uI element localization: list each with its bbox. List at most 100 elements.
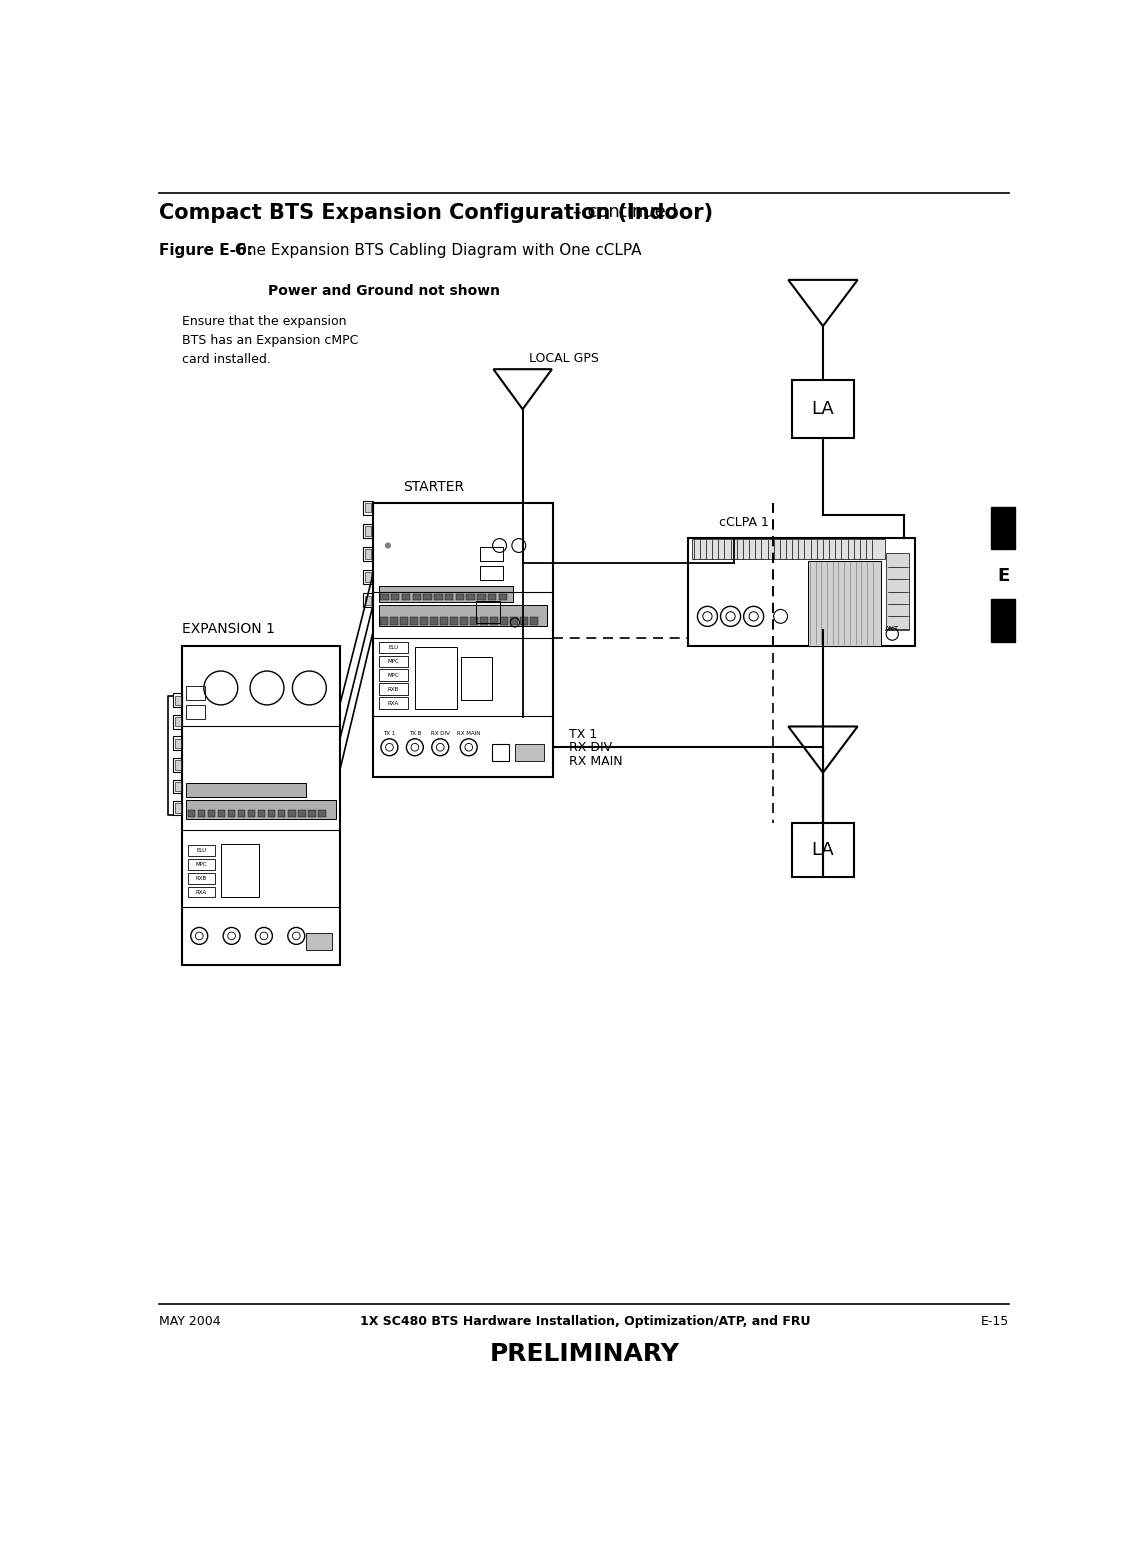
Bar [268, 810, 276, 818]
Text: LOCAL GPS: LOCAL GPS [529, 352, 598, 364]
Bar [511, 617, 518, 625]
Text: Compact BTS Expansion Configuration (Indoor): Compact BTS Expansion Configuration (Ind… [160, 202, 714, 222]
Bar [430, 617, 438, 625]
Text: TX B: TX B [408, 731, 421, 736]
Bar [480, 617, 488, 625]
Bar [207, 810, 215, 818]
Bar [488, 594, 497, 600]
Bar [218, 810, 226, 818]
Bar [410, 617, 418, 625]
Bar [173, 693, 182, 707]
Bar [401, 594, 410, 600]
Text: RX MAIN: RX MAIN [457, 731, 480, 736]
Text: cCLPA 1: cCLPA 1 [719, 515, 768, 529]
Bar [174, 782, 181, 792]
Text: LA: LA [812, 400, 834, 418]
Bar [373, 503, 553, 776]
Bar [298, 810, 306, 818]
Text: – continued: – continued [568, 202, 677, 221]
Bar [450, 617, 458, 625]
Bar [365, 549, 370, 559]
Circle shape [385, 543, 391, 549]
Text: 1X SC480 BTS Hardware Installation, Optimization/ATP, and FRU: 1X SC480 BTS Hardware Installation, Opti… [360, 1315, 811, 1327]
Text: RXB: RXB [196, 876, 207, 881]
Text: LA: LA [812, 841, 834, 858]
Bar [365, 572, 370, 582]
Text: Figure E-6:: Figure E-6: [160, 242, 253, 258]
Bar [413, 594, 421, 600]
Bar [378, 605, 547, 626]
Bar [466, 594, 475, 600]
Bar [197, 810, 205, 818]
Bar [188, 846, 215, 856]
Bar [173, 779, 182, 793]
Bar [520, 617, 528, 625]
Bar [318, 810, 326, 818]
Text: One Expansion BTS Cabling Diagram with One cCLPA: One Expansion BTS Cabling Diagram with O… [230, 242, 642, 258]
Text: MPC: MPC [196, 863, 207, 867]
Bar [807, 562, 881, 645]
Bar [173, 714, 182, 728]
Bar [174, 739, 181, 748]
Bar [415, 647, 457, 708]
Bar [278, 810, 285, 818]
Text: TX 1: TX 1 [569, 728, 597, 741]
Bar [490, 617, 498, 625]
Bar [186, 799, 336, 819]
Text: ANT: ANT [885, 626, 899, 631]
Bar [378, 697, 408, 708]
Text: E-15: E-15 [982, 1315, 1009, 1327]
Bar [364, 548, 373, 562]
Bar [456, 594, 464, 600]
Bar [689, 539, 915, 645]
Bar [692, 540, 885, 560]
Text: TX 1: TX 1 [383, 731, 396, 736]
Bar [238, 810, 245, 818]
Bar [365, 596, 370, 605]
Bar [390, 617, 398, 625]
Bar [188, 887, 215, 898]
Bar [792, 822, 854, 876]
Bar [186, 685, 205, 699]
Bar [886, 554, 910, 630]
Text: MPC: MPC [388, 673, 399, 679]
Bar [173, 758, 182, 772]
Bar [391, 594, 399, 600]
Bar [364, 525, 373, 539]
Bar [365, 503, 370, 512]
Bar [188, 810, 195, 818]
Bar [500, 617, 508, 625]
Text: E: E [998, 568, 1009, 585]
Text: ELU: ELU [196, 849, 206, 853]
Text: ELU: ELU [389, 645, 398, 651]
Bar [365, 526, 370, 535]
Bar [499, 594, 507, 600]
Bar [478, 594, 486, 600]
Bar [792, 380, 854, 438]
Bar [228, 810, 236, 818]
Bar [491, 744, 508, 761]
Bar [477, 600, 499, 622]
Bar [423, 594, 432, 600]
Bar [173, 801, 182, 815]
Bar [434, 594, 442, 600]
Text: Power and Ground not shown: Power and Ground not shown [268, 284, 500, 298]
Bar [530, 617, 538, 625]
Text: PRELIMINARY: PRELIMINARY [490, 1342, 681, 1367]
Bar [378, 656, 408, 667]
Text: EXPANSION 1: EXPANSION 1 [182, 622, 275, 636]
Bar [461, 617, 469, 625]
Bar [991, 508, 1016, 549]
Text: RXB: RXB [388, 687, 399, 691]
Bar [174, 804, 181, 813]
Bar [364, 571, 373, 583]
Text: RX DIV: RX DIV [569, 741, 612, 755]
Bar [471, 617, 478, 625]
Bar [445, 594, 454, 600]
Bar [440, 617, 448, 625]
Bar [188, 859, 215, 870]
Bar [308, 810, 316, 818]
Bar [174, 717, 181, 727]
Bar [381, 617, 388, 625]
Text: Ensure that the expansion
BTS has an Expansion cMPC
card installed.: Ensure that the expansion BTS has an Exp… [182, 315, 359, 366]
